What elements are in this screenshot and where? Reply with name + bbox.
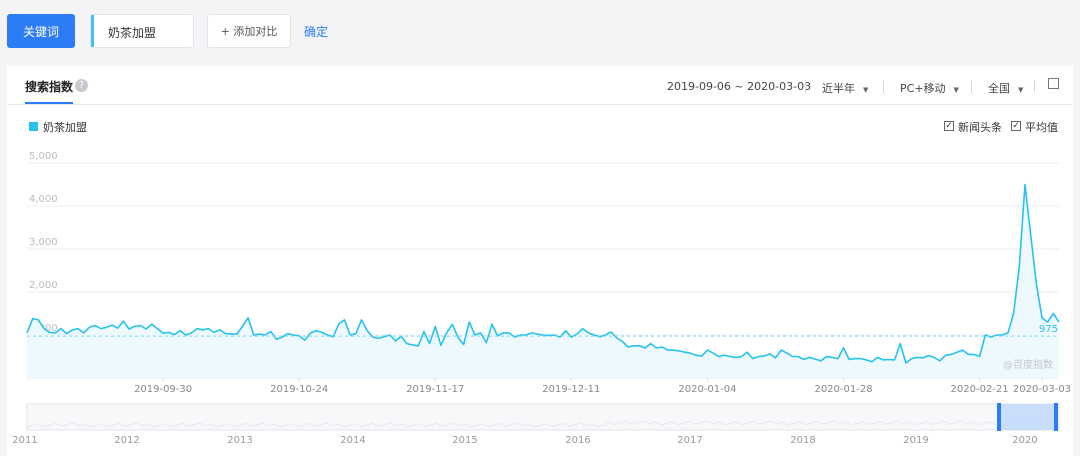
tab-search-index[interactable]: 搜索指数 xyxy=(25,80,74,94)
add-compare-button[interactable]: + 添加对比 xyxy=(207,14,291,48)
divider xyxy=(1034,80,1035,93)
legend-color-swatch xyxy=(29,122,38,131)
region-select[interactable]: 全国 ▼ xyxy=(988,80,1023,96)
region-select-value: 全国 xyxy=(988,82,1010,95)
overview-sparkline xyxy=(26,420,1060,428)
navigator-year-label: 2015 xyxy=(452,435,477,446)
x-tick-label: 2020-01-28 xyxy=(814,384,872,395)
confirm-link[interactable]: 确定 xyxy=(304,25,329,39)
average-value-label: 975 xyxy=(1039,324,1058,335)
keyword-button[interactable]: 关键词 xyxy=(7,14,75,48)
navigator-handle-left xyxy=(997,403,1001,431)
news-checkbox-label: 新闻头条 xyxy=(958,121,1002,134)
help-icon[interactable]: ? xyxy=(75,79,88,92)
y-tick-label: 2,000 xyxy=(29,280,58,291)
device-select[interactable]: PC+移动 ▼ xyxy=(900,80,959,96)
caret-down-icon: ▼ xyxy=(863,86,869,94)
divider xyxy=(883,80,884,93)
x-tick-label: 2020-02-21 xyxy=(951,384,1009,395)
tab-active-indicator xyxy=(25,102,73,104)
navigator-year-label: 2017 xyxy=(677,435,702,446)
period-select-value: 近半年 xyxy=(822,82,855,95)
x-tick-label: 2019-11-17 xyxy=(406,384,464,395)
export-icon[interactable] xyxy=(1048,78,1059,89)
legend-series-label[interactable]: 奶茶加盟 xyxy=(43,121,87,134)
y-tick-label: 4,000 xyxy=(29,194,58,205)
news-checkbox[interactable]: ✓ xyxy=(944,121,954,131)
search-index-panel: 搜索指数 ? 2019-09-06 ~ 2020-03-03 近半年 ▼ PC+移… xyxy=(7,66,1073,456)
caret-down-icon: ▼ xyxy=(953,86,959,94)
navigator-year-label: 2013 xyxy=(227,435,252,446)
keyword-color-accent xyxy=(91,15,94,47)
divider xyxy=(971,80,972,93)
series-area xyxy=(27,184,1059,378)
y-tick-label: 5,000 xyxy=(29,151,58,162)
keyword-input[interactable]: 奶茶加盟 xyxy=(90,14,194,48)
y-tick-label: 3,000 xyxy=(29,237,58,248)
divider xyxy=(805,80,806,93)
keyword-input-value: 奶茶加盟 xyxy=(108,26,157,40)
navigator-year-label: 2011 xyxy=(12,435,37,446)
tab-divider xyxy=(7,104,1073,105)
device-select-value: PC+移动 xyxy=(900,82,946,95)
navigator-year-label: 2014 xyxy=(340,435,365,446)
search-toolbar: 关键词 奶茶加盟 + 添加对比 确定 xyxy=(0,0,1080,66)
watermark: @百度指数 xyxy=(1003,358,1053,371)
navigator-year-label: 2019 xyxy=(903,435,928,446)
average-checkbox[interactable]: ✓ xyxy=(1011,121,1021,131)
date-range-picker[interactable]: 2019-09-06 ~ 2020-03-03 xyxy=(667,80,812,93)
navigator-year-label: 2016 xyxy=(565,435,590,446)
navigator-selection xyxy=(999,404,1056,430)
period-select[interactable]: 近半年 ▼ xyxy=(822,80,868,96)
x-tick-label: 2020-03-03 xyxy=(1013,384,1071,395)
average-checkbox-label: 平均值 xyxy=(1025,121,1058,134)
x-tick-label: 2019-09-30 xyxy=(134,384,192,395)
overview-navigator xyxy=(26,403,1060,431)
series-line xyxy=(26,183,1060,364)
x-tick-label: 2019-12-11 xyxy=(542,384,600,395)
x-tick-label: 2020-01-04 xyxy=(678,384,736,395)
navigator-year-label: 2020 xyxy=(1012,435,1037,446)
navigator-year-label: 2012 xyxy=(114,435,139,446)
navigator-year-label: 2018 xyxy=(790,435,815,446)
caret-down-icon: ▼ xyxy=(1018,86,1024,94)
navigator-handle-right xyxy=(1054,403,1058,431)
x-tick-label: 2019-10-24 xyxy=(270,384,328,395)
